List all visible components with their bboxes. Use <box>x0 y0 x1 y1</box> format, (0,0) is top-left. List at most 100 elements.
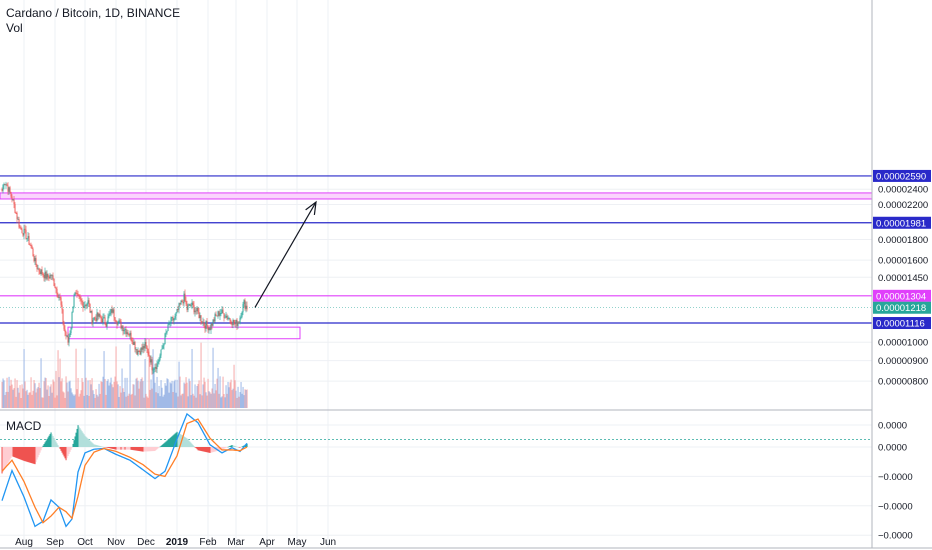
macd-histogram-bar <box>24 447 26 462</box>
volume-bar <box>201 395 203 408</box>
macd-histogram-bar <box>141 447 143 452</box>
volume-bar <box>137 380 139 408</box>
macd-histogram-bar <box>71 447 73 448</box>
macd-histogram-bar <box>103 447 105 448</box>
volume-bar <box>245 389 247 408</box>
macd-histogram-bar <box>120 447 122 450</box>
macd-histogram-bar <box>16 447 18 459</box>
candle-body <box>199 315 201 319</box>
candle-body <box>92 320 94 324</box>
projection-arrow <box>254 201 317 308</box>
candle-body <box>20 227 22 230</box>
candle-body <box>4 184 6 185</box>
macd-histogram-bar <box>187 439 189 447</box>
macd-histogram-bar <box>64 447 66 459</box>
candle-body <box>22 233 24 236</box>
macd-histogram-bar <box>222 447 224 450</box>
volume-bar <box>19 385 21 408</box>
macd-histogram-bar <box>191 443 193 447</box>
candle-body <box>138 350 140 352</box>
candle-body <box>94 317 96 319</box>
volume-bar <box>140 378 142 408</box>
macd-histogram-bar <box>82 432 84 447</box>
volume-bar <box>220 397 222 408</box>
candle-body <box>80 298 82 301</box>
macd-histogram-bar <box>206 447 208 453</box>
price-tick-label: 0.00001800 <box>878 235 928 246</box>
candle-body <box>11 196 13 201</box>
volume-bar <box>15 396 17 408</box>
volume-bar <box>6 377 8 408</box>
macd-histogram-bar <box>41 447 43 448</box>
candle-body <box>28 236 30 245</box>
candle-body <box>72 306 74 313</box>
macd-histogram-bar <box>93 444 95 447</box>
volume-bar <box>87 380 89 408</box>
volume-bar <box>4 395 6 408</box>
volume-bar <box>238 396 240 408</box>
candle-body <box>186 303 188 310</box>
volume-bar <box>152 349 154 408</box>
volume-bar <box>119 386 121 408</box>
volume-bar <box>209 392 211 408</box>
time-tick-label: Aug <box>15 537 33 548</box>
candle-body <box>37 268 39 270</box>
macd-histogram-bar <box>207 447 209 453</box>
candle-body <box>104 317 106 324</box>
macd-histogram-bar <box>74 436 76 447</box>
macd-histogram-bar <box>60 447 62 451</box>
resistance-zone <box>0 192 873 200</box>
volume-bar <box>33 380 35 408</box>
candle-body <box>84 305 86 307</box>
price-level-tag-label: 0.00002590 <box>876 171 926 182</box>
candle-body <box>219 313 221 316</box>
macd-histogram-bar <box>96 445 98 447</box>
volume-bar <box>191 348 193 408</box>
volume-bar <box>228 387 230 408</box>
candle-body <box>203 321 205 326</box>
trend-arrow[interactable] <box>254 200 317 308</box>
volume-bar <box>159 396 161 408</box>
macd-histogram-bar <box>8 447 10 462</box>
macd-histogram-bar <box>35 447 37 462</box>
volume-bar <box>32 390 34 408</box>
macd-histogram-bar <box>91 442 93 447</box>
volume-bar <box>136 377 138 408</box>
candle-body <box>190 305 192 306</box>
volume-bar <box>160 380 162 408</box>
volume-bar <box>58 377 60 408</box>
candle-body <box>224 317 226 319</box>
macd-histogram-bar <box>65 447 67 461</box>
candle-body <box>232 319 234 326</box>
support-zone <box>67 326 301 340</box>
macd-histogram-bar <box>109 447 111 449</box>
volume-bar <box>204 381 206 408</box>
volume-bar <box>47 385 49 408</box>
macd-histogram-bar <box>44 442 46 447</box>
candle-body <box>2 185 4 191</box>
candle-body <box>223 312 225 318</box>
volume-bar <box>211 388 213 408</box>
candle-body <box>40 269 42 274</box>
signal-line <box>1 418 248 524</box>
macd-histogram-bar <box>227 446 229 448</box>
macd-histogram-bar <box>145 447 147 452</box>
macd-histogram-bar <box>165 441 167 447</box>
macd-histogram-bar <box>76 428 78 447</box>
volume-bar <box>197 383 199 408</box>
volume-bar <box>167 379 169 408</box>
macd-histogram-bar <box>169 437 171 447</box>
price-level-tag <box>873 216 931 229</box>
macd-histogram-bar <box>36 447 38 460</box>
macd-histogram-bar <box>14 447 16 458</box>
macd-histogram-bar <box>68 447 70 454</box>
volume-bar <box>144 359 146 408</box>
macd-histogram-bar <box>62 447 64 455</box>
candle-body <box>147 349 149 355</box>
candle-body <box>168 323 170 325</box>
volume-bar <box>42 397 44 408</box>
horizontal-levels[interactable] <box>0 175 872 324</box>
candle-body <box>227 318 229 320</box>
